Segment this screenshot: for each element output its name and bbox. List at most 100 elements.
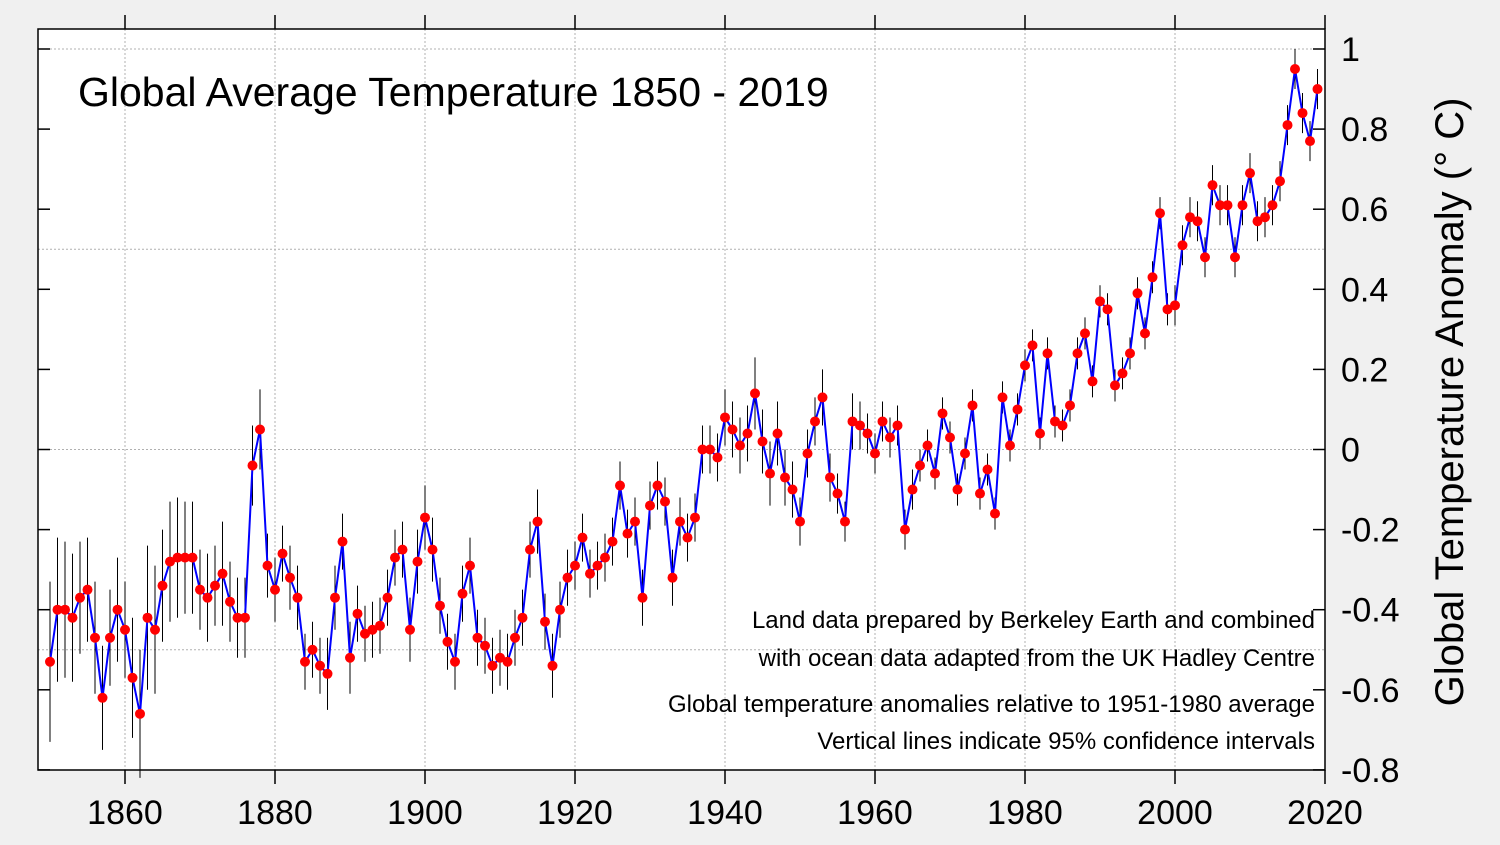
y-tick-label: 0.2 <box>1341 351 1388 389</box>
x-tick-label: 1920 <box>537 794 613 832</box>
data-point <box>615 480 625 491</box>
data-point <box>45 656 55 667</box>
x-tick-label: 1860 <box>87 794 163 832</box>
data-point <box>337 536 348 547</box>
data-point <box>322 668 333 679</box>
data-point <box>172 552 183 563</box>
data-point <box>967 400 978 411</box>
data-point <box>900 524 910 535</box>
data-point <box>187 552 198 563</box>
annotation-source-2: with ocean data adapted from the UK Hadl… <box>758 645 1315 672</box>
data-point <box>82 584 93 595</box>
axis-ticks <box>38 15 1326 784</box>
data-point <box>607 536 618 547</box>
data-point <box>915 460 925 471</box>
data-point <box>120 624 130 635</box>
data-point <box>1215 200 1225 211</box>
data-point <box>450 656 460 667</box>
data-point <box>727 424 738 435</box>
data-point <box>600 552 610 563</box>
data-point <box>982 464 993 475</box>
data-point <box>847 416 858 427</box>
data-point <box>1087 376 1098 387</box>
data-point <box>840 516 850 527</box>
data-point <box>307 644 318 655</box>
data-point <box>945 432 955 443</box>
x-tick-label: 1980 <box>987 794 1063 832</box>
data-points <box>45 64 1323 719</box>
data-point <box>622 528 633 539</box>
data-point <box>495 652 505 663</box>
data-point <box>1185 212 1195 223</box>
data-point <box>97 692 108 703</box>
data-point <box>975 488 985 499</box>
data-point <box>885 432 895 443</box>
data-point <box>1282 120 1293 131</box>
data-point <box>705 444 715 455</box>
data-point <box>405 624 415 635</box>
data-point <box>165 556 175 567</box>
data-point <box>427 544 438 555</box>
data-point <box>802 448 813 459</box>
data-point <box>1125 348 1135 359</box>
data-point <box>562 572 573 583</box>
data-point <box>1267 200 1278 211</box>
x-tick-label: 1940 <box>687 794 763 832</box>
data-point <box>142 612 153 623</box>
data-point <box>240 612 250 623</box>
data-point <box>1170 300 1180 311</box>
data-point <box>1042 348 1053 359</box>
data-point <box>330 592 340 603</box>
data-point <box>1252 216 1263 227</box>
data-point <box>697 444 708 455</box>
data-point <box>210 580 220 591</box>
data-point <box>345 652 355 663</box>
data-point <box>547 660 558 671</box>
data-point <box>112 604 123 615</box>
data-point <box>420 512 430 523</box>
data-point <box>862 428 873 439</box>
data-point <box>810 416 820 427</box>
data-point <box>765 468 775 479</box>
data-point <box>487 660 498 671</box>
data-point <box>1027 340 1038 351</box>
data-point <box>555 604 565 615</box>
x-tick-label: 1880 <box>237 794 313 832</box>
x-tick-label: 1960 <box>837 794 913 832</box>
data-point <box>1230 252 1240 263</box>
data-point <box>435 600 445 611</box>
data-point <box>367 624 378 635</box>
x-tick-label: 2000 <box>1137 794 1213 832</box>
data-point <box>52 604 63 615</box>
data-point <box>1275 176 1285 187</box>
data-point <box>1035 428 1045 439</box>
data-point <box>202 592 213 603</box>
data-point <box>952 484 963 495</box>
chart-title: Global Average Temperature 1850 - 2019 <box>78 69 829 115</box>
data-point <box>667 572 678 583</box>
data-point <box>292 592 303 603</box>
data-point <box>225 596 235 607</box>
y-tick-label: 0 <box>1341 432 1360 470</box>
data-point <box>390 552 400 563</box>
data-point <box>1065 400 1075 411</box>
data-point <box>502 656 513 667</box>
data-point <box>990 508 1000 519</box>
data-point <box>262 560 273 571</box>
data-point <box>375 620 385 631</box>
annotation-baseline: Global temperature anomalies relative to… <box>668 691 1315 718</box>
y-axis-label: Global Temperature Anomaly (° C) <box>1428 98 1472 707</box>
data-point <box>232 612 243 623</box>
data-point <box>1102 304 1113 315</box>
data-point <box>277 548 288 559</box>
data-point <box>217 568 228 579</box>
data-point <box>195 584 205 595</box>
data-point <box>540 616 550 627</box>
data-point <box>712 452 723 463</box>
data-point <box>525 544 535 555</box>
data-point <box>825 472 835 483</box>
data-point <box>1057 420 1068 431</box>
data-point <box>1222 200 1233 211</box>
data-point <box>157 580 168 591</box>
data-point <box>285 572 295 583</box>
